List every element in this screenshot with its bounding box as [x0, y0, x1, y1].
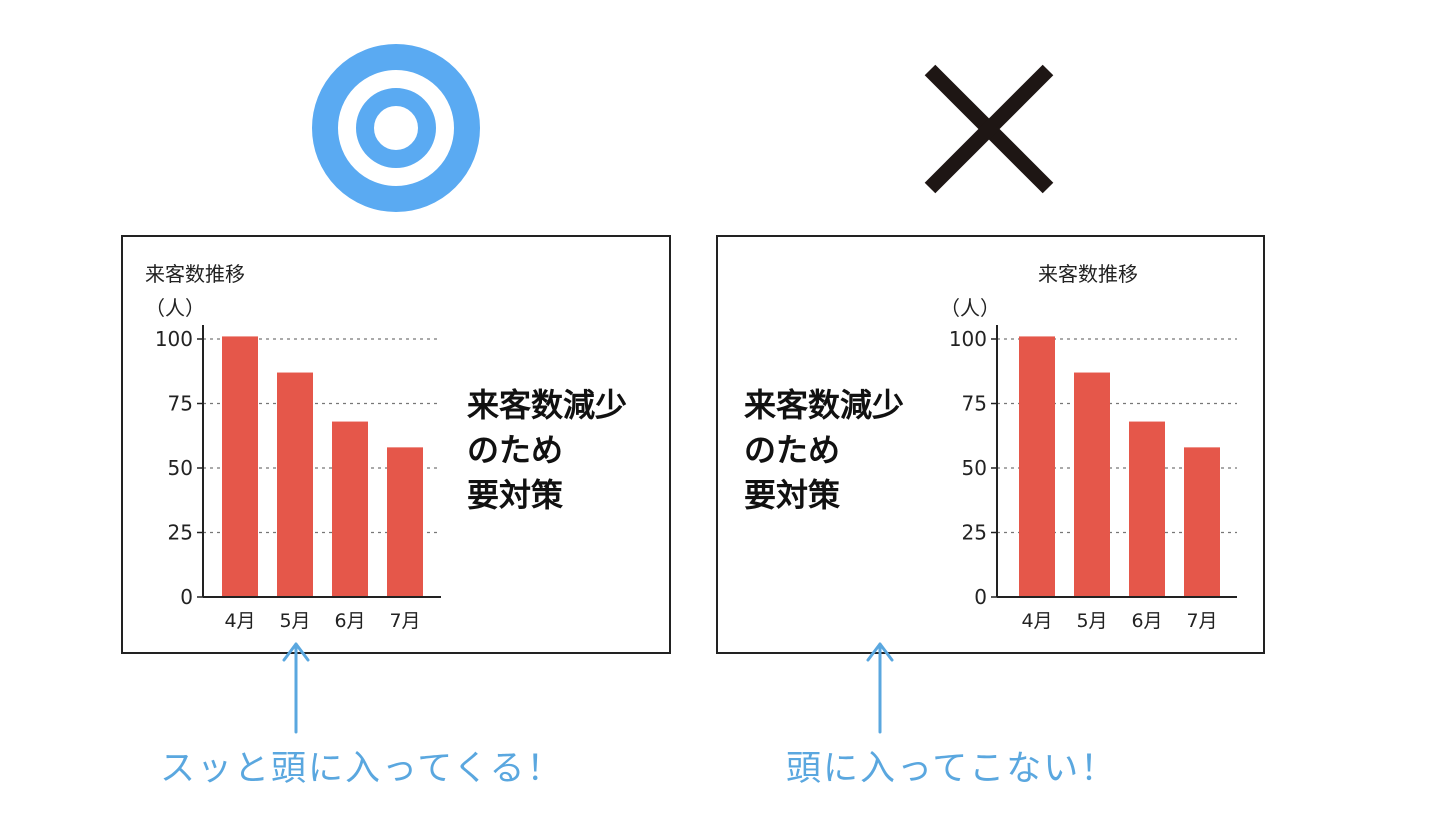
y-axis-unit-label: （人）: [940, 296, 1000, 320]
bar: [1019, 336, 1055, 597]
bad-example-chart: 来客数推移 （人） 0 25 50 75 100 4月 5月 6月 7月: [940, 262, 1237, 632]
x-tick-label: 5月: [1076, 610, 1107, 632]
chart-title: 来客数推移: [1038, 262, 1138, 286]
bad-example-caption: 頭に入ってこない！: [786, 749, 1118, 789]
bad-example-message: 来客数減少 のため 要対策: [744, 383, 904, 518]
x-tick-label: 6月: [334, 610, 365, 632]
x-tick-label: 7月: [1186, 610, 1217, 632]
x-tick-label: 4月: [1021, 610, 1052, 632]
message-line: のため: [467, 431, 564, 469]
y-tick-label: 100: [949, 327, 987, 351]
up-arrow-path: [282, 642, 310, 734]
bar: [387, 447, 423, 597]
cross-mark-icon: [924, 64, 1054, 194]
y-tick-label: 50: [168, 456, 193, 480]
x-tick-label: 5月: [279, 610, 310, 632]
cross-stroke-2: [924, 64, 1054, 194]
x-tick-label: 6月: [1131, 610, 1162, 632]
y-tick-label: 75: [168, 392, 193, 416]
bar: [277, 372, 313, 597]
bar: [332, 421, 368, 597]
message-line: 来客数減少: [744, 386, 905, 424]
up-arrow-icon: [282, 642, 310, 734]
x-tick-label: 4月: [224, 610, 255, 632]
y-tick-label: 50: [962, 456, 987, 480]
bar: [222, 336, 258, 597]
y-tick-label: 25: [962, 521, 987, 545]
y-tick-label: 0: [974, 585, 987, 609]
bad-example-panel: 来客数推移 （人） 0 25 50 75 100 4月 5月 6月 7月 来客数減少 のため 要対策: [716, 235, 1265, 654]
y-tick-label: 25: [168, 521, 193, 545]
double-circle-outer-ring: [312, 44, 480, 212]
x-tick-label: 7月: [389, 610, 420, 632]
message-line: 要対策: [467, 476, 564, 514]
up-arrow-icon: [866, 642, 894, 734]
good-example-panel: 来客数推移 （人） 0 25 50 75 100 4月 5月 6月 7月 来客数減少 のため 要対策: [121, 235, 671, 654]
message-line: 来客数減少: [467, 386, 628, 424]
double-circle-icon: [312, 44, 480, 212]
message-line: のため: [744, 431, 841, 469]
double-circle-inner-ring: [356, 88, 436, 168]
up-arrow-path: [866, 642, 894, 734]
bar: [1074, 372, 1110, 597]
good-example-caption: スッと頭に入ってくる！: [160, 749, 564, 789]
good-example-chart: 来客数推移 （人） 0 25 50 75 100 4月 5月 6月 7月: [145, 262, 441, 632]
y-tick-label: 100: [155, 327, 193, 351]
chart-title: 来客数推移: [145, 262, 245, 286]
good-example-message: 来客数減少 のため 要対策: [467, 383, 627, 518]
y-tick-label: 0: [180, 585, 193, 609]
y-tick-label: 75: [962, 392, 987, 416]
message-line: 要対策: [744, 476, 841, 514]
y-axis-unit-label: （人）: [145, 296, 205, 320]
bar: [1129, 421, 1165, 597]
bar: [1184, 447, 1220, 597]
